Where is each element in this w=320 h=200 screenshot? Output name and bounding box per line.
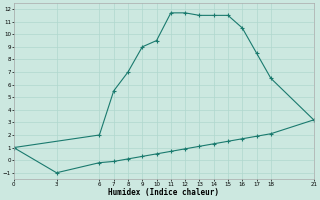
X-axis label: Humidex (Indice chaleur): Humidex (Indice chaleur) bbox=[108, 188, 219, 197]
